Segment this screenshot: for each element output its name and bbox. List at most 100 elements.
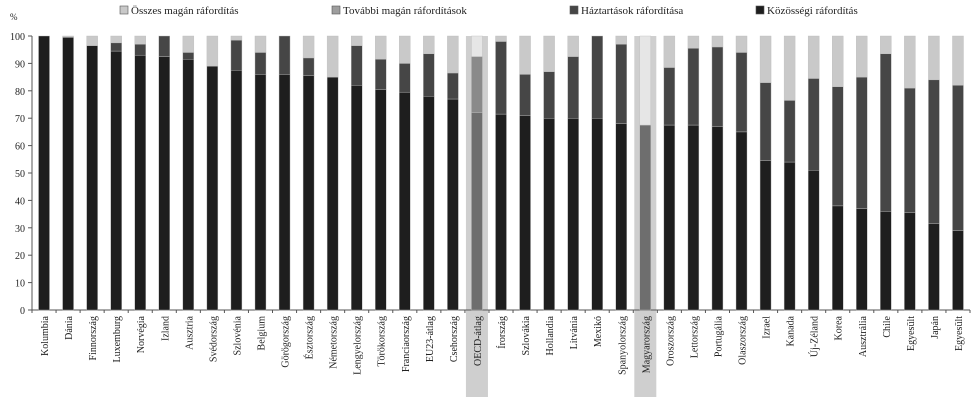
legend-swatch xyxy=(755,5,765,15)
x-tick-label: Litvánia xyxy=(569,315,580,349)
bar-segment xyxy=(182,52,195,60)
bar-segment xyxy=(302,35,315,59)
bar-segment xyxy=(663,124,676,311)
x-tick-label: Kanada xyxy=(786,315,797,346)
bar-segment xyxy=(711,46,724,127)
x-tick-label: Svédország xyxy=(208,316,219,362)
bar-segment xyxy=(904,212,916,311)
bar-segment xyxy=(375,35,387,60)
bar-segment xyxy=(134,44,146,56)
y-tick-label: 100 xyxy=(10,32,25,43)
bar-segment xyxy=(639,124,652,311)
bar-segment xyxy=(759,82,772,161)
x-tick-label: Franciaország xyxy=(401,316,412,372)
bar-segment xyxy=(495,35,507,42)
bar-segment xyxy=(447,35,459,74)
bar-segment xyxy=(856,76,868,209)
bar-segment xyxy=(375,89,387,311)
x-tick-label: Norvégia xyxy=(136,315,147,353)
y-tick-label: 40 xyxy=(15,196,25,207)
bar-segment xyxy=(182,35,195,53)
bar-segment xyxy=(519,74,531,116)
legend-swatch xyxy=(569,5,579,15)
bar-segment xyxy=(687,35,700,49)
bar-segment xyxy=(567,117,579,311)
bar-segment xyxy=(495,113,507,311)
bar-segment xyxy=(86,45,98,311)
bar-segment xyxy=(399,91,411,311)
bar-segment xyxy=(158,35,170,57)
x-tick-label: Észtország xyxy=(304,316,316,359)
bar-segment xyxy=(567,35,579,57)
x-tick-label: Izland xyxy=(160,316,171,341)
bar-segment xyxy=(928,223,940,311)
y-tick-label: 50 xyxy=(15,169,25,180)
bar-segment xyxy=(711,126,724,311)
bar-segment xyxy=(735,131,748,311)
x-tick-label: Mexikó xyxy=(593,316,604,347)
bar-segment xyxy=(928,79,940,224)
y-tick-label: 90 xyxy=(15,59,25,70)
bar-segment xyxy=(38,35,50,311)
y-tick-label: 20 xyxy=(15,251,25,262)
bar-segment xyxy=(591,35,603,119)
bar-segment xyxy=(928,35,940,81)
bar-segment xyxy=(278,35,291,75)
bar-segment xyxy=(663,67,676,126)
bar-segment xyxy=(832,205,844,311)
bar-segment xyxy=(447,98,459,311)
x-tick-label: Lettország xyxy=(689,316,700,358)
y-tick-label: 10 xyxy=(15,279,25,290)
bar-segment xyxy=(62,35,74,38)
bar-segment xyxy=(615,35,627,45)
bar-segment xyxy=(230,35,243,41)
x-tick-label: Írország xyxy=(496,316,508,349)
x-tick-label: Izrael xyxy=(762,316,773,339)
y-tick-label: 0 xyxy=(20,306,25,317)
x-tick-label: Szlovákia xyxy=(521,315,532,355)
x-tick-label: Luxemburg xyxy=(112,316,123,362)
bar-segment xyxy=(326,76,339,311)
bar-segment xyxy=(856,208,868,311)
bar-segment xyxy=(254,74,267,311)
y-axis-label: % xyxy=(10,12,18,22)
bar-segment xyxy=(880,35,892,55)
bar-segment xyxy=(110,35,122,44)
bar-segment xyxy=(735,52,748,133)
bar-segment xyxy=(783,161,796,311)
bar-segment xyxy=(62,37,74,311)
bar-segment xyxy=(735,35,748,53)
x-tick-label: Csehország xyxy=(449,316,460,362)
bar-segment xyxy=(832,86,844,207)
x-tick-label: Egyesült xyxy=(906,316,917,351)
bar-segment xyxy=(399,35,411,64)
bar-segment xyxy=(350,35,363,46)
x-tick-label: Magyarország xyxy=(641,316,652,373)
x-tick-label: Olaszország xyxy=(738,316,749,365)
bar-segment xyxy=(302,57,315,76)
x-tick-label: Görögország xyxy=(281,316,292,368)
x-tick-label: Belgium xyxy=(256,316,267,351)
bar-segment xyxy=(807,35,820,79)
bar-segment xyxy=(254,35,267,53)
bar-segment xyxy=(399,63,411,93)
bar-segment xyxy=(687,124,700,311)
legend-label: Háztartások ráfordítása xyxy=(581,5,683,17)
x-tick-label: Ausztrália xyxy=(858,315,869,357)
bar-segment xyxy=(206,65,219,311)
bar-segment xyxy=(543,71,555,119)
bar-segment xyxy=(783,35,796,101)
bar-segment xyxy=(639,35,652,126)
bar-segment xyxy=(350,85,363,311)
bar-segment xyxy=(471,56,483,113)
bar-segment xyxy=(230,39,243,71)
x-tick-label: Szlovénia xyxy=(232,315,243,355)
bar-segment xyxy=(856,35,868,78)
bar-segment xyxy=(591,117,603,311)
x-tick-label: Kolumbia xyxy=(40,315,51,356)
bar-segment xyxy=(495,41,507,115)
x-tick-label: Korea xyxy=(834,315,845,340)
legend-swatch xyxy=(331,5,341,15)
bar-segment xyxy=(134,35,146,45)
bar-segment xyxy=(375,59,387,90)
